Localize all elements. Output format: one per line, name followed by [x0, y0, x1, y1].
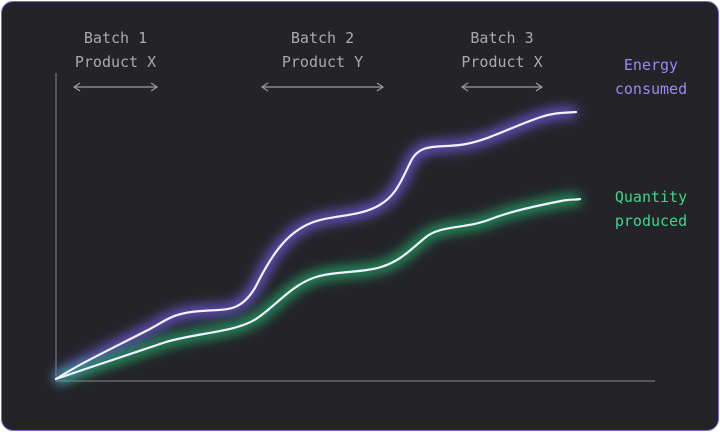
quantity-produced-label-line-2: produced: [615, 212, 687, 230]
arrow-head-right-icon: [535, 82, 544, 92]
batch-3-name: Batch 3: [470, 29, 533, 47]
series-labels: Energy consumed Quantity produced: [615, 56, 687, 230]
energy-consumed-label-line-1: Energy: [624, 56, 678, 74]
arrow-head-right-icon: [150, 82, 159, 92]
energy-consumed-line: [54, 110, 578, 381]
series-curves: [53, 107, 582, 384]
batch-3-product: Product X: [461, 53, 542, 71]
energy-consumed-glow: [53, 107, 577, 384]
quantity-produced-label-line-1: Quantity: [615, 188, 687, 206]
batch-1-name: Batch 1: [84, 29, 147, 47]
batch-arrows: [72, 82, 544, 92]
batch-1-product: Product X: [75, 53, 156, 71]
arrow-head-left-icon: [260, 82, 269, 92]
arrow-head-left-icon: [72, 82, 81, 92]
batch-markers: [67, 73, 549, 371]
energy-consumed-label-line-2: consumed: [615, 80, 687, 98]
quantity-produced-line: [54, 197, 582, 381]
batch-2-name: Batch 2: [291, 29, 354, 47]
arrow-head-left-icon: [460, 82, 469, 92]
batch-2-product: Product Y: [282, 53, 363, 71]
arrow-head-right-icon: [376, 82, 385, 92]
batch-labels: Batch 1 Product X Batch 2 Product Y Batch 3 P…: [75, 29, 543, 71]
